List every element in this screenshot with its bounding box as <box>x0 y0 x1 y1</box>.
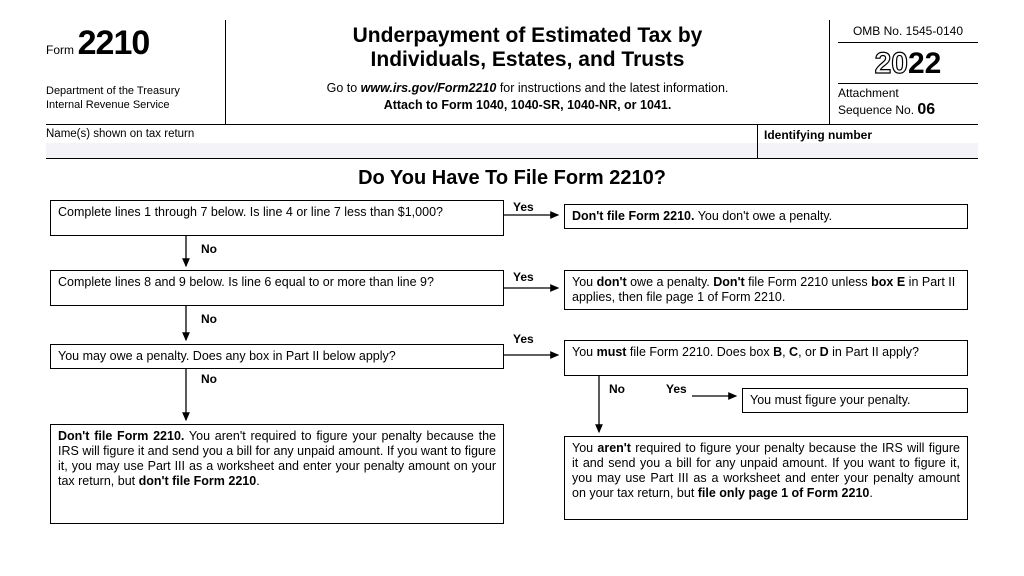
attachment-label: Attachment <box>838 86 899 100</box>
flow-box-r2: You aren't required to figure your penal… <box>564 436 968 520</box>
form-title-2: Individuals, Estates, and Trusts <box>232 48 823 72</box>
flow-label-no3: No <box>201 372 217 386</box>
form-instructions: Go to www.irs.gov/Form2210 for instructi… <box>232 80 823 114</box>
flow-box-q2: Complete lines 8 and 9 below. Is line 6 … <box>50 270 504 306</box>
instr-url: www.irs.gov/Form2210 <box>361 81 497 95</box>
flow-box-q1: Complete lines 1 through 7 below. Is lin… <box>50 200 504 236</box>
sequence-number: 06 <box>917 101 935 118</box>
year-outline: 20 <box>875 47 908 80</box>
names-label: Name(s) shown on tax return <box>46 125 758 158</box>
omb-number: OMB No. 1545-0140 <box>838 24 978 43</box>
flowchart: Complete lines 1 through 7 below. Is lin… <box>46 196 978 548</box>
flow-box-a3b: You must figure your penalty. <box>742 388 968 413</box>
form-title-1: Underpayment of Estimated Tax by <box>232 24 823 48</box>
flow-label-no4: No <box>609 382 625 396</box>
attach-instruction: Attach to Form 1040, 1040-SR, 1040-NR, o… <box>384 98 672 112</box>
id-number-label: Identifying number <box>758 125 978 158</box>
header-right: OMB No. 1545-0140 2022 Attachment Sequen… <box>830 20 978 124</box>
year-solid: 22 <box>908 47 941 80</box>
tax-year: 2022 <box>838 43 978 83</box>
instr-suffix: for instructions and the latest informat… <box>496 81 728 95</box>
flow-box-a2: You don't owe a penalty. Don't file Form… <box>564 270 968 310</box>
flow-label-no1: No <box>201 242 217 256</box>
form-label: Form <box>46 43 74 57</box>
flow-box-r1: Don't file Form 2210. You aren't require… <box>50 424 504 524</box>
attachment-info: Attachment Sequence No. 06 <box>838 83 978 120</box>
section-title: Do You Have To File Form 2210? <box>46 167 978 190</box>
header-mid: Underpayment of Estimated Tax by Individ… <box>226 20 830 124</box>
flow-box-q3: You may owe a penalty. Does any box in P… <box>50 344 504 369</box>
form-header: Form 2210 Department of the Treasury Int… <box>46 20 978 125</box>
form-page: Form 2210 Department of the Treasury Int… <box>0 0 1024 558</box>
name-id-row: Name(s) shown on tax return Identifying … <box>46 125 978 159</box>
form-number: 2210 <box>78 24 150 62</box>
flow-label-yes4: Yes <box>666 382 687 396</box>
flow-box-a1: Don't file Form 2210. You don't owe a pe… <box>564 204 968 229</box>
flow-label-yes1: Yes <box>513 200 534 214</box>
flow-box-a3: You must file Form 2210. Does box B, C, … <box>564 340 968 376</box>
sequence-label: Sequence No. <box>838 103 917 117</box>
instr-prefix: Go to <box>327 81 361 95</box>
flow-label-no2: No <box>201 312 217 326</box>
department-text: Department of the Treasury Internal Reve… <box>46 85 219 113</box>
flow-label-yes3: Yes <box>513 332 534 346</box>
header-left: Form 2210 Department of the Treasury Int… <box>46 20 226 124</box>
flow-label-yes2: Yes <box>513 270 534 284</box>
